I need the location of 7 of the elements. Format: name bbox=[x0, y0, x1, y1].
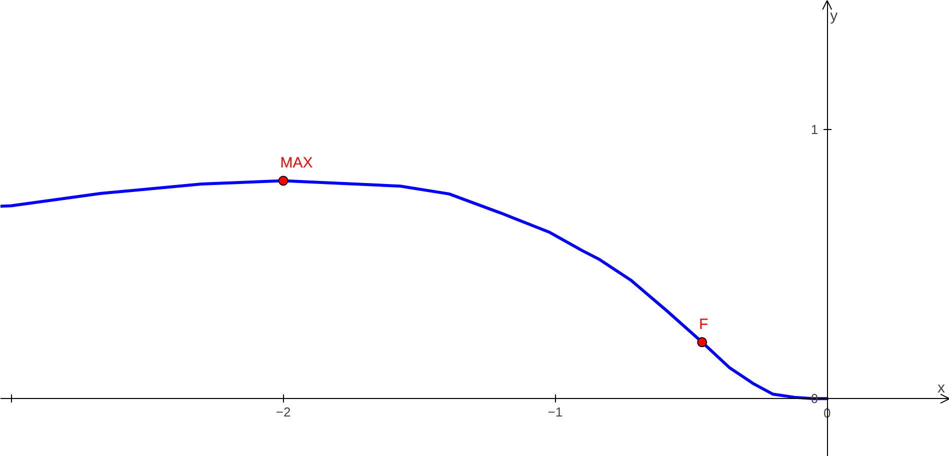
series-label: F bbox=[699, 316, 708, 334]
x-axis-title: x bbox=[938, 380, 946, 397]
y-tick-label: 1 bbox=[810, 122, 818, 138]
x-tick-label: −2 bbox=[276, 404, 291, 420]
series-label: MAX bbox=[280, 154, 313, 172]
y-axis-title: y bbox=[830, 8, 838, 24]
x-tick-label: −1 bbox=[548, 404, 563, 420]
